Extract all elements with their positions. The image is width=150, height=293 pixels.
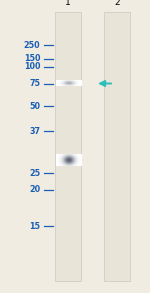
Text: 150: 150 — [24, 54, 40, 63]
Text: 75: 75 — [30, 79, 40, 88]
Text: 1: 1 — [65, 0, 71, 7]
Text: 250: 250 — [24, 41, 40, 50]
Text: 15: 15 — [30, 222, 40, 231]
Bar — [55, 12, 81, 281]
Bar — [104, 12, 130, 281]
Text: 20: 20 — [29, 185, 40, 194]
Text: 37: 37 — [30, 127, 40, 136]
Text: 100: 100 — [24, 62, 40, 71]
Text: 2: 2 — [114, 0, 120, 7]
Text: 25: 25 — [29, 169, 40, 178]
Text: 50: 50 — [30, 102, 40, 110]
